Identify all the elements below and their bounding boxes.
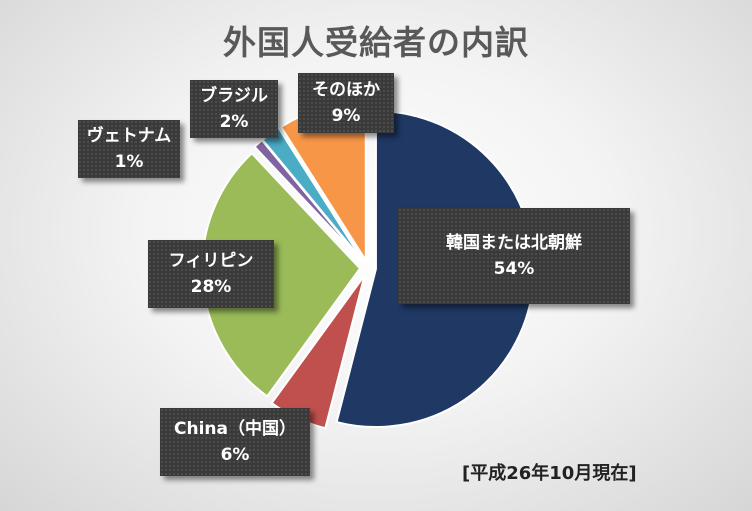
label-vietnam-name: ヴェトナム [86,126,172,146]
label-china-value: 6% [220,445,250,465]
label-other-name: そのほか [312,80,380,100]
label-vietnam: ヴェトナム 1% [78,120,180,178]
label-philippines-value: 28% [190,277,232,297]
label-china-name: China（中国） [174,419,296,439]
label-brazil-value: 2% [219,112,249,132]
label-philippines: フィリピン 28% [148,240,274,308]
label-brazil-name: ブラジル [200,86,268,106]
label-philippines-name: フィリピン [168,251,254,271]
label-vietnam-value: 1% [114,152,144,172]
chart-title: 外国人受給者の内訳 [223,23,529,62]
label-other: そのほか 9% [298,73,394,133]
label-other-value: 9% [331,106,361,126]
label-korea-value: 54% [493,259,535,279]
label-korea-name: 韓国または北朝鮮 [446,233,582,253]
label-brazil: ブラジル 2% [190,80,278,138]
date-note: [平成26年10月現在] [462,463,637,484]
label-korea: 韓国または北朝鮮 54% [398,208,630,304]
label-china: China（中国） 6% [160,408,310,476]
